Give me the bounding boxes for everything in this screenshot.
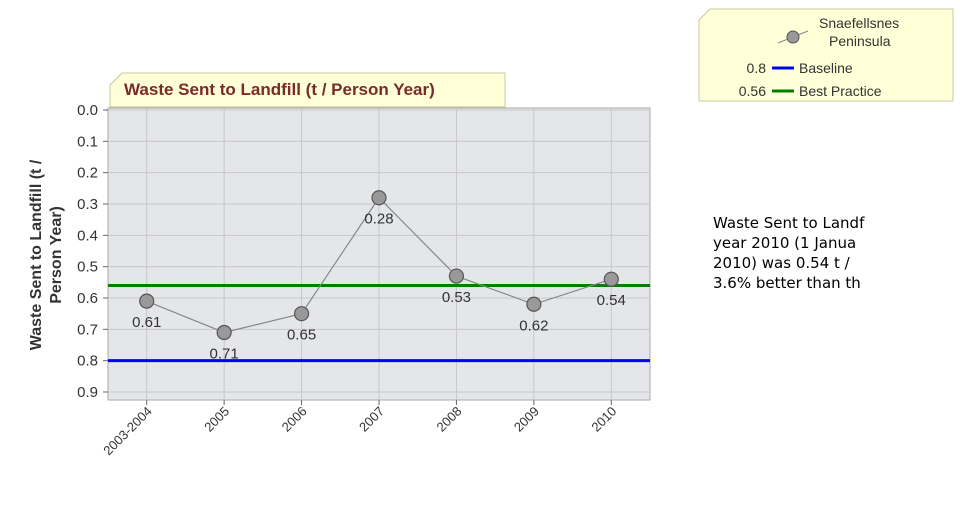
- data-point: [293, 306, 310, 322]
- data-label: 0.71: [210, 345, 239, 362]
- legend-label: Baseline: [799, 60, 853, 76]
- description-line: year 2010 (1 Janua: [713, 234, 857, 252]
- x-tick-label: 2006: [279, 404, 310, 435]
- data-label: 0.53: [442, 289, 471, 306]
- legend-label: Snaefellsnes Peninsula: [819, 15, 899, 49]
- legend-label: Best Practice: [799, 83, 882, 99]
- x-tick-label: 2010: [588, 404, 619, 435]
- x-tick-label: 2005: [201, 404, 232, 435]
- x-tick-label: 2003-2004: [100, 404, 155, 459]
- data-point: [526, 296, 542, 312]
- y-tick-label: 0.9: [77, 384, 98, 401]
- x-tick-label: 2008: [433, 404, 464, 435]
- data-point: [371, 190, 387, 206]
- chart: Waste Sent to Landfill (t / Person Year)…: [28, 72, 651, 459]
- title-box: [109, 72, 506, 108]
- y-tick-label: 0.1: [77, 133, 98, 150]
- y-tick-label: 0.5: [77, 259, 98, 276]
- chart-title: Waste Sent to Landfill (t / Person Year): [124, 80, 435, 99]
- legend-value: 0.56: [739, 83, 766, 99]
- data-label: 0.65: [287, 327, 316, 344]
- x-tick-label: 2009: [511, 404, 542, 435]
- data-point: [448, 268, 465, 284]
- data-point: [603, 271, 619, 287]
- data-point: [216, 324, 232, 341]
- legend-box: [698, 8, 954, 102]
- legend-value: 0.8: [747, 60, 767, 76]
- data-point: [139, 293, 155, 309]
- y-tick-label: 0.3: [77, 196, 98, 213]
- legend-swatch: [786, 30, 800, 44]
- y-axis-label-line: Person Year): [48, 206, 65, 304]
- legend: Snaefellsnes Peninsula 0.8 Baseline 0.56 Best…: [698, 8, 954, 102]
- y-axis-label-line: Waste Sent to Landfill (t /: [28, 159, 45, 350]
- y-tick-label: 0.7: [77, 321, 98, 338]
- description-line: Waste Sent to Landf: [713, 214, 865, 232]
- y-axis-label: Waste Sent to Landfill (t / Person Year): [28, 159, 65, 350]
- data-label: 0.54: [597, 292, 626, 309]
- data-label: 0.62: [519, 317, 548, 334]
- y-tick-label: 0.6: [77, 290, 98, 307]
- data-label: 0.28: [364, 211, 393, 228]
- y-tick-label: 0.4: [77, 227, 98, 244]
- description-line: 2010) was 0.54 t /: [713, 254, 850, 272]
- data-label: 0.61: [132, 314, 161, 331]
- description-line: 3.6% better than th: [713, 274, 861, 292]
- description: Waste Sent to Landf year 2010 (1 Janua 201…: [713, 213, 960, 293]
- x-tick-label: 2007: [356, 404, 387, 435]
- y-tick-label: 0.8: [77, 353, 98, 370]
- y-tick-label: 0.0: [77, 102, 98, 119]
- y-tick-label: 0.2: [77, 165, 98, 182]
